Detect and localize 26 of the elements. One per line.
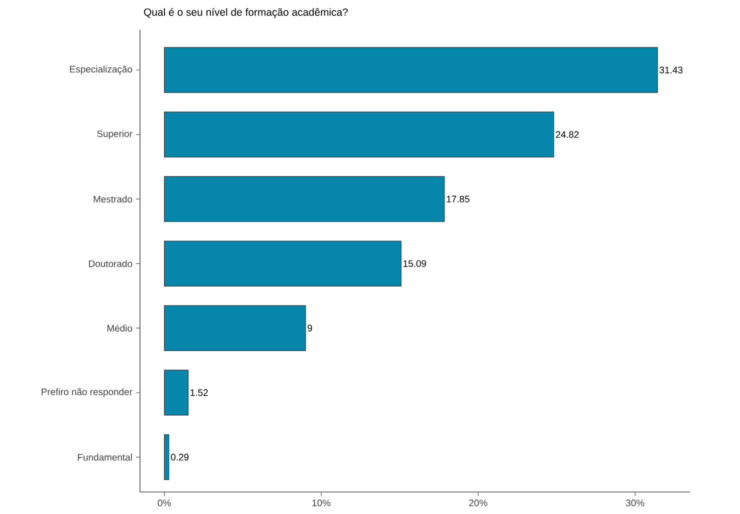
data-label: 0.29: [170, 454, 189, 461]
bar: [164, 305, 306, 351]
x-tick-label: 0%: [158, 500, 171, 506]
bar: [164, 370, 188, 416]
data-label: 17.85: [446, 196, 470, 202]
y-tick-label: Superior: [97, 130, 132, 139]
x-tick-label: 30%: [626, 500, 644, 506]
y-tick-label: Prefiro não responder: [42, 388, 132, 398]
y-tick-label: Doutorado: [89, 260, 132, 268]
y-tick-label: Médio: [107, 324, 132, 332]
bar: [164, 112, 554, 158]
bar: [164, 176, 445, 222]
x-tick-label: 20%: [469, 500, 488, 506]
bar: [164, 47, 658, 93]
y-tick-label: Fundamental: [78, 454, 132, 461]
bar: [164, 434, 170, 480]
data-label: 24.82: [556, 131, 579, 138]
data-label: 31.43: [660, 66, 682, 74]
data-label: 1.52: [190, 389, 208, 396]
y-tick-label: Especialização: [70, 66, 132, 74]
chart-title: Qual é o seu nível de formação acadêmica?: [144, 8, 348, 18]
bar: [164, 240, 402, 286]
y-tick-label: Mestrado: [94, 196, 132, 203]
data-label: 15.09: [404, 260, 426, 267]
data-label: 9: [308, 324, 312, 332]
x-tick-label: 10%: [312, 500, 330, 506]
